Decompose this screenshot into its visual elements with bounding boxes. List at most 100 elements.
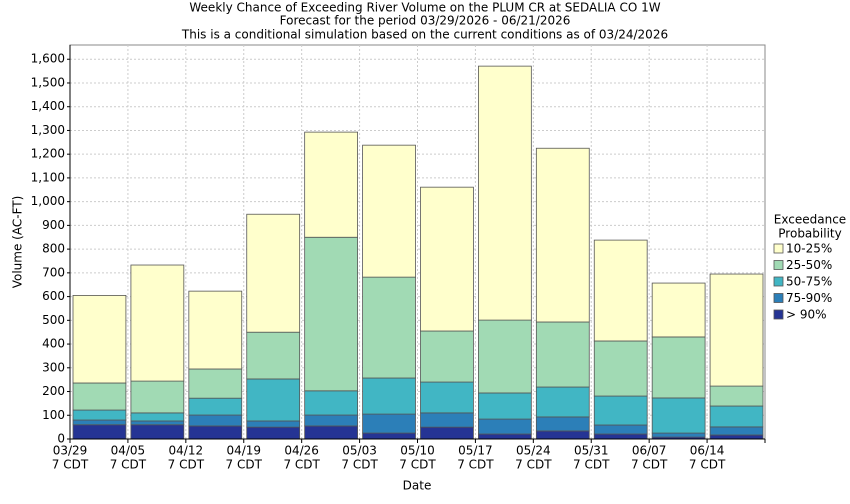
x-tick-label: 7 CDT [573,458,610,472]
bar-segment [130,424,185,440]
legend-label: 10-25% [786,242,832,256]
bar-segment [362,432,416,440]
legend-label: 25-50% [786,258,832,272]
legend-label: 50-75% [786,275,832,289]
bar-segment [709,273,764,387]
bar-segment [362,377,416,415]
bar-segment [478,65,532,321]
bar-segment [593,395,648,426]
x-tick-label: 7 CDT [689,458,726,472]
bar-segment [709,434,764,440]
bar-segment [535,430,590,440]
y-tick-label: 1,400 [31,99,65,113]
y-tick-label: 700 [42,265,65,279]
bar-segment [130,380,185,414]
legend-title: Exceedance [774,213,846,227]
x-tick-label: 7 CDT [283,458,320,472]
bar-segment [304,131,358,238]
chart-title: Weekly Chance of Exceeding River Volume … [189,1,660,15]
bar-segment [420,381,474,414]
x-tick-label: 05/31 [574,444,609,458]
bar-segment [420,330,474,383]
chart-subtitle: Forecast for the period 03/29/2026 - 06/… [280,14,571,28]
bar-segment [651,397,706,434]
bar-segment [593,424,648,435]
bar-segment [188,368,243,399]
bar-segment [130,420,185,426]
y-tick-label: 900 [42,218,65,232]
bar-segment [188,414,243,427]
bar-segment [709,385,764,407]
y-tick-label: 1,600 [31,52,65,66]
legend-title: Probability [778,227,841,241]
y-tick-label: 0 [57,432,65,446]
x-tick-label: 05/10 [400,444,435,458]
bar-segment [709,405,764,428]
bar-segment [651,432,706,438]
bar-segment [593,239,648,342]
y-tick-label: 400 [42,337,65,351]
bar-segment [535,321,590,388]
bar-segment [478,319,532,394]
bar-segment [72,295,127,384]
x-tick-label: 7 CDT [399,458,436,472]
bar-segment [362,413,416,434]
y-tick-label: 800 [42,242,65,256]
y-tick-label: 1,500 [31,75,65,89]
bar-segment [420,412,474,428]
bar-segment [304,414,358,427]
x-tick-label: 04/12 [169,444,204,458]
bar-segment [72,409,127,421]
x-tick-label: 06/14 [690,444,725,458]
y-tick-label: 100 [42,408,65,422]
bar-segment [593,340,648,397]
x-tick-label: 04/05 [111,444,146,458]
bar-segment [651,282,706,338]
bar-segment [593,433,648,440]
x-tick-label: 7 CDT [110,458,147,472]
bar-segment [72,424,127,440]
bar-segment [246,420,301,428]
x-tick-label: 7 CDT [52,458,89,472]
legend-swatch [773,260,784,270]
legend-swatch [773,293,784,303]
chart-subtitle: This is a conditional simulation based o… [181,28,668,42]
y-tick-label: 1,200 [31,147,65,161]
x-tick-label: 04/19 [226,444,261,458]
x-tick-label: 05/17 [458,444,493,458]
x-tick-label: 7 CDT [168,458,205,472]
x-tick-label: 04/26 [284,444,319,458]
y-tick-label: 200 [42,384,65,398]
x-tick-label: 7 CDT [226,458,263,472]
bar-segment [535,386,590,418]
bar-segment [188,425,243,440]
bar-segment [535,416,590,432]
legend-swatch [773,309,784,320]
legend-swatch [773,276,784,287]
y-axis-label: Volume (AC-FT) [11,196,25,289]
x-tick-label: 7 CDT [341,458,378,472]
y-tick-label: 300 [42,360,65,374]
y-tick-label: 500 [42,313,65,327]
y-tick-label: 600 [42,289,65,303]
bar-segment [651,336,706,399]
y-tick-label: 1,000 [31,194,65,208]
x-tick-label: 7 CDT [515,458,552,472]
bar-segment [130,412,185,422]
y-tick-label: 1,100 [31,170,65,184]
bar-segment [478,392,532,420]
bar-segment [130,264,185,382]
x-tick-label: 05/03 [342,444,377,458]
bar-segment [304,390,358,416]
bar-segment [709,426,764,436]
legend-label: > 90% [786,308,827,322]
bar-segment [478,433,532,440]
bar-segment [246,213,301,333]
x-axis-label: Date [403,479,432,493]
legend-label: 75-90% [786,291,832,305]
bar-segment [304,236,358,392]
bar-segment [246,426,301,440]
x-tick-label: 7 CDT [631,458,668,472]
